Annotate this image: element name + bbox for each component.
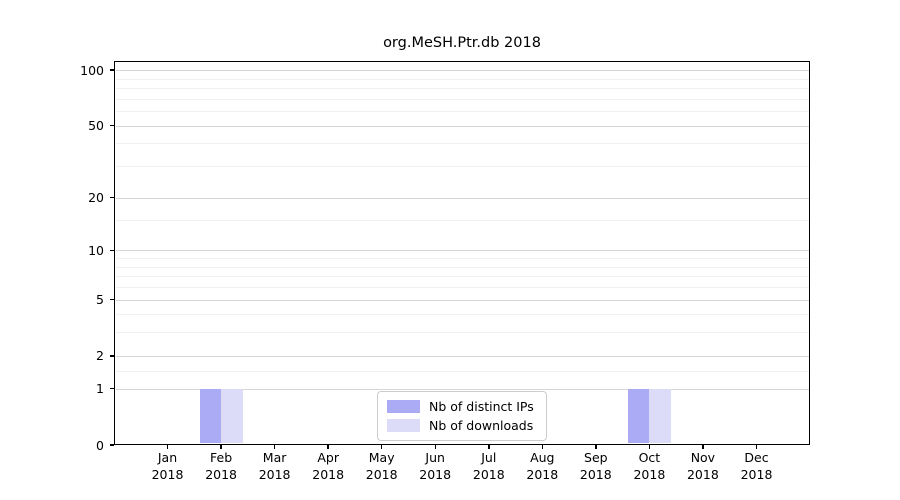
x-tick-label: Jul 2018 — [472, 450, 505, 482]
y-tick-label: 5 — [96, 292, 104, 307]
y-tick-label: 10 — [88, 242, 104, 258]
legend-item-downloads: Nb of downloads — [387, 418, 536, 433]
x-tick-label: Jan 2018 — [151, 450, 184, 482]
gridline-minor — [115, 143, 809, 145]
bar-downloads — [649, 388, 671, 444]
y-tick-label: 1 — [96, 381, 104, 397]
x-tick-label: Mar 2018 — [258, 450, 291, 482]
y-tick-label: 20 — [88, 190, 104, 206]
y-tick-label: 100 — [80, 62, 104, 78]
x-tick-label: Aug 2018 — [526, 450, 559, 482]
bar-distinct-ips — [627, 388, 650, 444]
gridline-major — [115, 197, 809, 199]
x-tick-label: Feb 2018 — [205, 450, 237, 482]
y-tick-mark — [110, 387, 114, 390]
gridline-minor — [115, 88, 809, 89]
gridline-minor — [115, 98, 809, 100]
gridline-minor — [115, 266, 809, 268]
gridline-minor — [115, 219, 809, 221]
legend-swatch-distinct-ips — [387, 400, 420, 413]
gridline-major — [115, 70, 809, 72]
gridline-minor — [115, 370, 809, 372]
gridline-major — [115, 388, 809, 390]
gridline-minor — [115, 276, 809, 278]
y-tick-label: 50 — [88, 118, 104, 134]
x-tick-mark — [327, 445, 329, 449]
y-tick-mark — [110, 124, 114, 127]
legend-swatch-downloads — [387, 419, 420, 432]
y-tick-label: 0 — [96, 437, 104, 453]
y-tick-mark — [110, 69, 114, 71]
gridline-minor — [115, 258, 809, 259]
x-tick-label: Apr 2018 — [312, 450, 345, 482]
y-tick-mark — [110, 298, 114, 301]
x-tick-label: Oct 2018 — [633, 450, 666, 482]
x-tick-mark — [273, 445, 276, 449]
gridline-minor — [115, 314, 809, 316]
x-tick-mark — [380, 445, 383, 449]
x-tick-mark — [755, 445, 758, 449]
x-tick-mark — [488, 445, 490, 449]
x-tick-mark — [220, 445, 222, 449]
x-tick-mark — [595, 445, 597, 449]
x-tick-mark — [541, 445, 544, 449]
x-tick-mark — [702, 445, 704, 449]
legend-item-distinct-ips: Nb of distinct IPs — [387, 399, 536, 414]
y-tick-label: 2 — [96, 348, 104, 364]
gridline-minor — [115, 332, 809, 334]
gridline-minor — [115, 286, 809, 288]
plot-area — [114, 61, 810, 445]
gridline-minor — [115, 111, 809, 113]
x-tick-mark — [166, 445, 169, 449]
x-tick-label: Jun 2018 — [419, 450, 452, 482]
gridline-minor — [115, 78, 809, 80]
y-tick-mark — [110, 196, 114, 199]
legend-label-distinct-ips: Nb of distinct IPs — [429, 399, 534, 414]
y-tick-mark — [110, 355, 114, 357]
gridline-major — [115, 299, 809, 301]
x-tick-label: Dec 2018 — [740, 450, 773, 482]
x-tick-label: May 2018 — [365, 450, 398, 482]
gridline-major — [115, 355, 809, 357]
x-tick-mark — [434, 445, 436, 449]
bar-distinct-ips — [199, 388, 222, 444]
legend: Nb of distinct IPs Nb of downloads — [377, 391, 547, 441]
gridline-major — [115, 125, 809, 127]
gridline-minor — [115, 166, 809, 168]
gridline-major — [115, 250, 809, 252]
y-tick-mark — [110, 249, 114, 251]
legend-label-downloads: Nb of downloads — [429, 418, 534, 433]
x-tick-mark — [648, 445, 651, 449]
bar-downloads — [221, 388, 243, 444]
x-tick-label: Sep 2018 — [579, 450, 612, 482]
y-tick-mark — [110, 444, 114, 446]
chart-title: org.MeSH.Ptr.db 2018 — [383, 35, 541, 51]
x-tick-label: Nov 2018 — [686, 450, 719, 482]
